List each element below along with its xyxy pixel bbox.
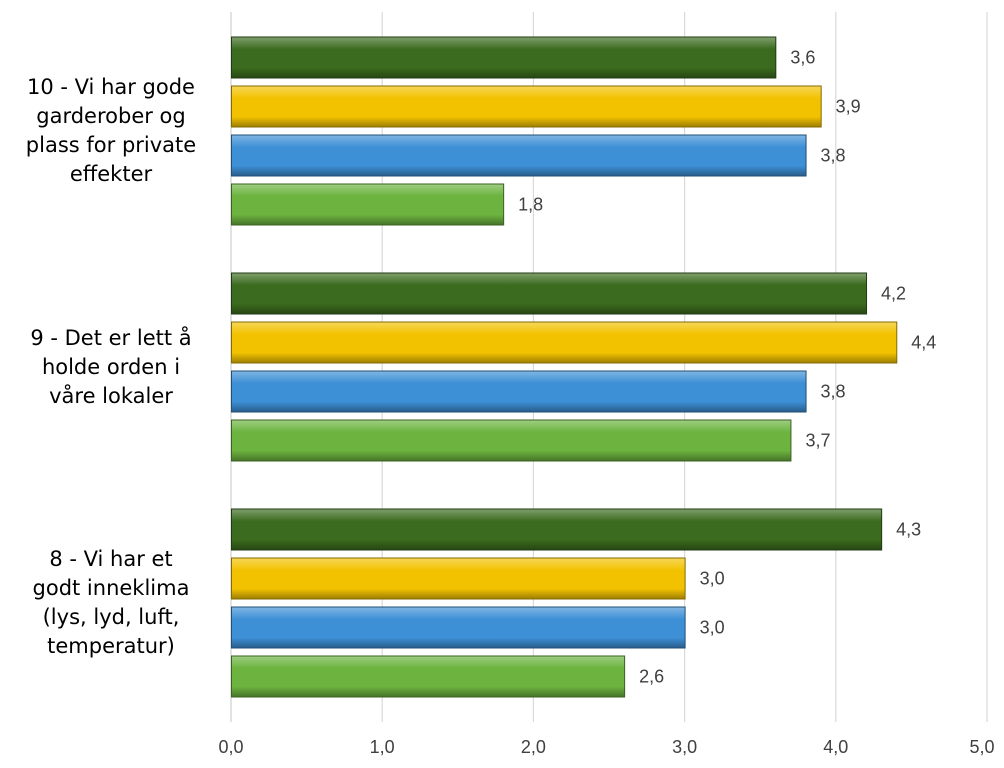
- category-label-line: effekter: [69, 162, 153, 186]
- category-label: 8 - Vi har et godt inneklima (lys, lyd, lu…: [0, 545, 222, 661]
- data-label: 3,0: [700, 569, 725, 589]
- data-label: 3,9: [836, 97, 861, 117]
- category-label-line: holde orden i: [41, 355, 181, 379]
- data-label: 1,8: [518, 195, 543, 215]
- bar: [231, 419, 792, 462]
- x-tick-label: 0,0: [218, 737, 243, 757]
- data-label: 2,6: [639, 667, 664, 687]
- x-tick-label: 2,0: [521, 737, 546, 757]
- category-label-line: (lys, lyd, luft,: [42, 605, 180, 629]
- bar: [231, 85, 822, 128]
- category-label-line: temperatur): [47, 634, 175, 658]
- bar: [231, 557, 686, 600]
- bar: [231, 508, 883, 551]
- bar: [231, 183, 505, 226]
- data-label: 4,4: [911, 333, 936, 353]
- category-label-line: garderober og: [36, 104, 186, 128]
- data-label: 3,7: [805, 431, 830, 451]
- bar: [231, 606, 686, 649]
- x-tick-label: 4,0: [823, 737, 848, 757]
- category-label-line: våre lokaler: [49, 384, 173, 408]
- data-label: 4,3: [896, 520, 921, 540]
- bar: [231, 321, 898, 364]
- category-label-line: 10 - Vi har gode: [27, 75, 195, 99]
- data-label: 3,6: [790, 48, 815, 68]
- category-label: 9 - Det er lett å holde orden i våre lokal…: [0, 324, 222, 411]
- bar: [231, 272, 868, 315]
- category-label-line: godt inneklima: [32, 576, 190, 600]
- bar: [231, 655, 626, 698]
- data-label: 4,2: [881, 284, 906, 304]
- bar: [231, 36, 777, 79]
- bar: [231, 134, 807, 177]
- bar: [231, 370, 807, 413]
- x-tick-label: 1,0: [370, 737, 395, 757]
- data-label: 3,8: [821, 382, 846, 402]
- category-label: 10 - Vi har gode garderober og plass for p…: [0, 73, 222, 189]
- category-label-line: plass for private: [25, 133, 197, 157]
- data-label: 3,8: [821, 146, 846, 166]
- x-tick-label: 3,0: [672, 737, 697, 757]
- category-label-line: 8 - Vi har et: [49, 547, 173, 571]
- x-tick-label: 5,0: [969, 737, 994, 757]
- data-label: 3,0: [700, 618, 725, 638]
- category-label-line: 9 - Det er lett å: [30, 326, 192, 350]
